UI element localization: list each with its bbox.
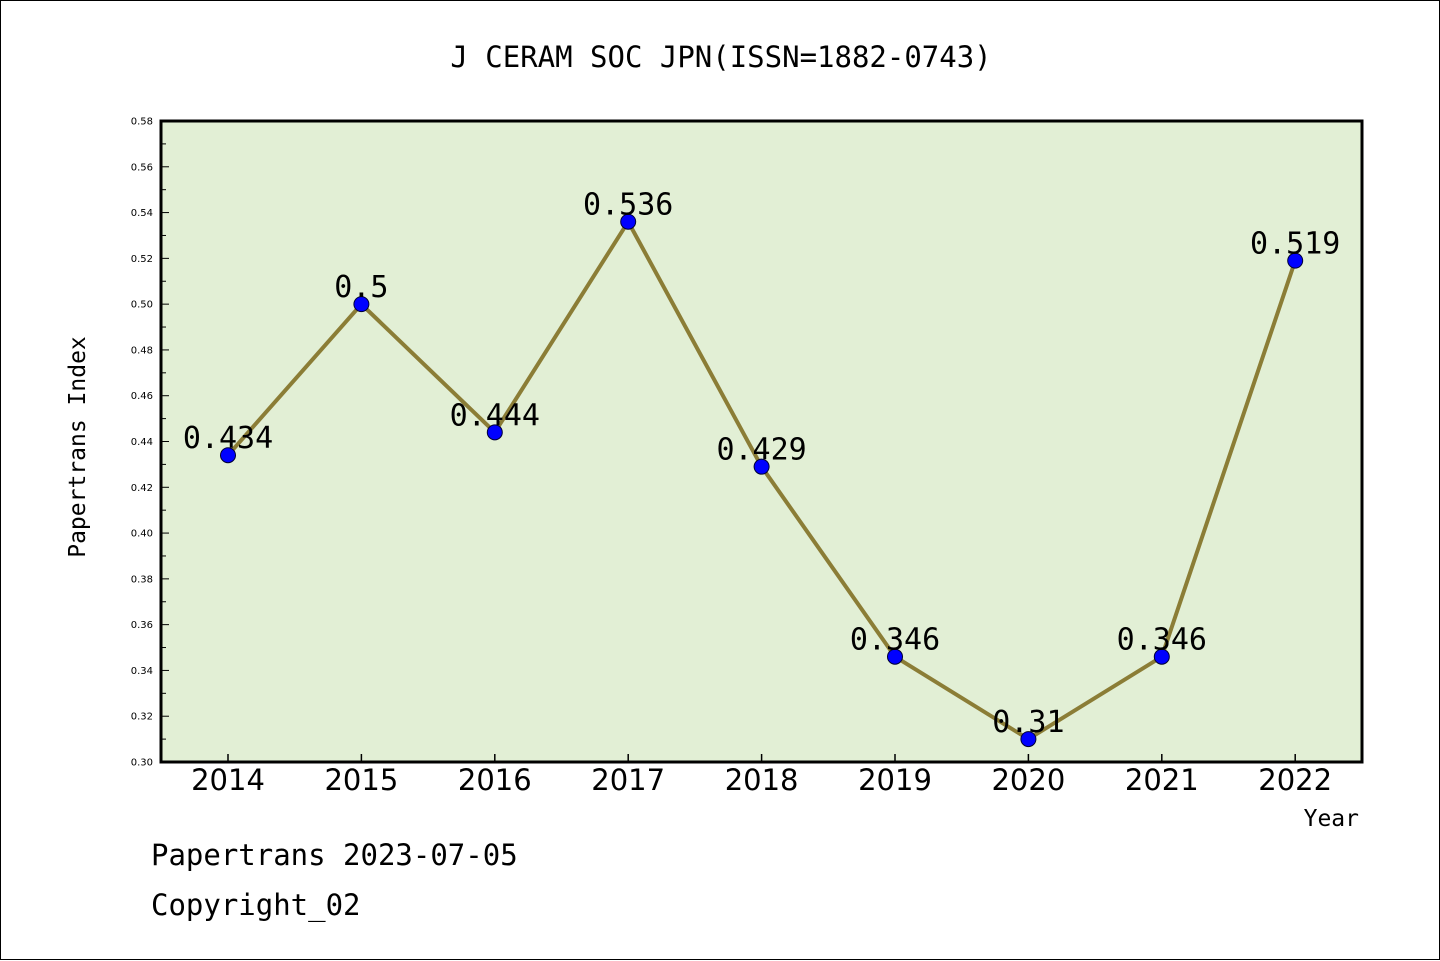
y-tick-label: 0.58 — [131, 117, 153, 128]
y-axis-label: Papertrans Index — [65, 336, 91, 558]
data-point — [753, 458, 770, 475]
x-tick-label: 2021 — [1125, 763, 1199, 797]
footer-copyright: Copyright_02 — [151, 888, 361, 923]
series-layer: 0.434 0.5 0.444 0.536 0.429 0.346 0.31 0.346 0.5… — [183, 188, 1340, 748]
x-tick-label: 2017 — [591, 763, 665, 797]
data-point — [220, 447, 236, 464]
x-tick-label: 2014 — [191, 763, 265, 797]
data-point — [1020, 731, 1037, 748]
y-tick-label: 0.48 — [131, 345, 153, 356]
data-label: 0.536 — [583, 188, 673, 223]
data-point — [1153, 648, 1170, 665]
y-tick-label: 0.50 — [131, 300, 153, 311]
x-tick-label: 2016 — [458, 763, 532, 797]
data-point — [887, 648, 903, 665]
y-tick-label: 0.34 — [131, 666, 153, 677]
y-tick-label: 0.30 — [131, 758, 153, 769]
y-tick-label: 0.54 — [131, 208, 153, 219]
y-tick-label: 0.40 — [131, 529, 153, 540]
data-label: 0.444 — [450, 398, 540, 433]
y-tick-label: 0.56 — [131, 162, 153, 173]
x-tick-label: 2015 — [324, 763, 398, 797]
data-label: 0.5 — [334, 270, 388, 305]
data-point — [486, 424, 503, 441]
y-tick-label: 0.52 — [131, 254, 153, 265]
data-label: 0.346 — [850, 623, 940, 658]
y-tick-label: 0.46 — [131, 391, 153, 402]
y-tick-label: 0.32 — [131, 712, 153, 723]
chart-title: J CERAM SOC JPN(ISSN=1882-0743) — [450, 40, 991, 74]
data-point — [353, 296, 370, 313]
data-label: 0.346 — [1117, 623, 1207, 658]
x-axis: 2014 2015 2016 2017 2018 2019 2020 2021 2022 — [191, 754, 1332, 797]
plot-border — [159, 119, 1364, 764]
data-label: 0.429 — [716, 433, 806, 468]
data-label: 0.519 — [1250, 227, 1340, 262]
footer-source: Papertrans 2023-07-05 — [151, 838, 518, 872]
y-tick-label: 0.42 — [131, 483, 153, 494]
data-point — [1287, 252, 1304, 269]
y-tick-label: 0.38 — [131, 574, 153, 585]
x-tick-label: 2018 — [725, 763, 799, 797]
data-point — [620, 213, 637, 230]
data-label: 0.434 — [183, 421, 273, 456]
x-tick-label: 2020 — [991, 763, 1065, 797]
y-tick-label: 0.44 — [131, 437, 153, 448]
x-axis-label: Year — [1304, 806, 1359, 832]
x-tick-label: 2019 — [858, 763, 932, 797]
x-tick-label: 2022 — [1258, 763, 1332, 797]
data-label: 0.31 — [992, 705, 1064, 740]
y-tick-label: 0.36 — [131, 620, 153, 631]
